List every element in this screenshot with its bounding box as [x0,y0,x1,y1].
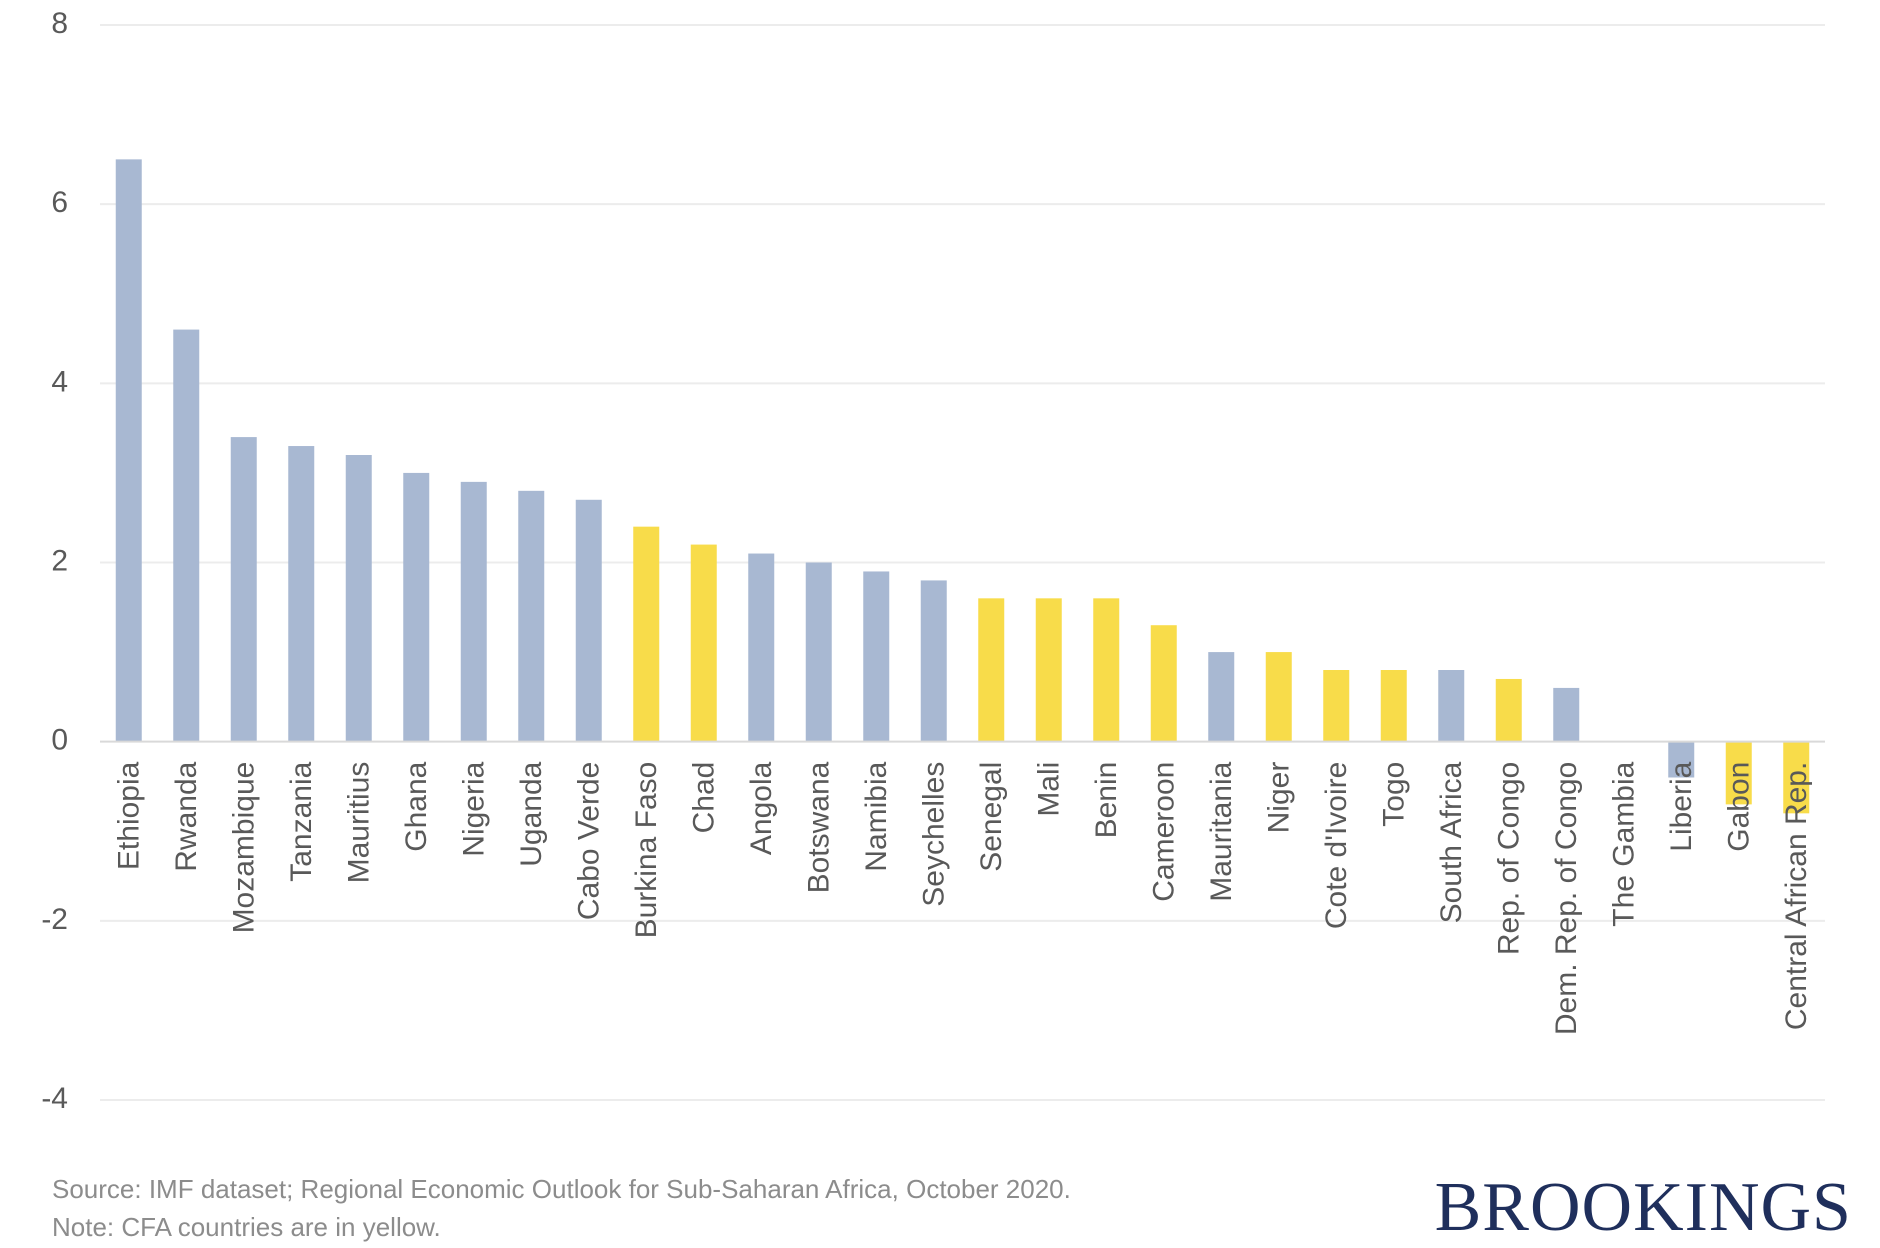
x-tick-label: Ethiopia [113,761,146,870]
bar [1093,598,1120,742]
x-tick-label: Benin [1090,762,1123,839]
brookings-logo: BROOKINGS [1434,1169,1852,1246]
x-tick-label: Seychelles [918,762,951,907]
x-tick-label: Tanzania [285,761,318,881]
bar [345,455,372,742]
bar [403,472,430,742]
bar [1380,670,1407,742]
y-tick-label: -4 [41,1082,68,1115]
x-tick-label: Central African Rep. [1780,762,1813,1030]
bar [1035,598,1062,742]
bar [1438,670,1465,742]
bar [805,562,832,742]
x-tick-label: Niger [1263,762,1296,834]
gridlines [100,24,1825,1101]
bar [1208,652,1235,742]
y-tick-label: 4 [51,365,68,398]
y-tick-label: 2 [51,544,68,577]
x-axis-labels: Ethiopia Rwanda Mozambique Tanzania Mauritiu… [113,761,1814,1035]
y-tick-label: 6 [51,186,68,219]
y-tick-label: 0 [51,724,68,757]
bars [115,159,1810,814]
bar [863,571,890,742]
x-tick-label: Mauritius [343,762,376,884]
y-axis-ticks: -4 -2 0 2 4 6 8 [41,7,68,1115]
bar [1783,741,1810,814]
x-tick-label: Gabon [1723,762,1756,852]
x-tick-label: Ghana [400,761,433,851]
x-tick-label: Rwanda [170,761,203,871]
cfa-note: Note: CFA countries are in yellow. [52,1212,441,1242]
y-tick-label: 8 [51,7,68,40]
bar [1323,670,1350,742]
x-tick-label: Mauritania [1205,761,1238,901]
bar [748,553,775,742]
x-tick-label: Liberia [1665,761,1698,851]
y-tick-label: -2 [41,903,68,936]
x-tick-label: Chad [688,762,721,834]
bar [518,490,545,742]
bar [115,159,142,742]
x-tick-label: The Gambia [1608,761,1641,926]
bar [230,437,257,742]
source-note: Source: IMF dataset; Regional Economic O… [52,1174,1071,1204]
bar [1553,687,1580,742]
x-tick-label: Rep. of Congo [1493,762,1526,955]
x-tick-label: Namibia [860,761,893,871]
bar [1265,652,1292,742]
x-tick-label: South Africa [1435,761,1468,923]
bar [1495,678,1522,742]
bar [460,481,487,742]
x-tick-label: Botswana [803,761,836,893]
x-tick-label: Dem. Rep. of Congo [1550,762,1583,1035]
footer: Source: IMF dataset; Regional Economic O… [52,1170,1071,1246]
bar [173,329,200,742]
bar [575,499,602,742]
x-tick-label: Nigeria [458,761,491,856]
x-tick-label: Mozambique [228,762,261,934]
x-tick-label: Togo [1378,762,1411,827]
x-tick-label: Uganda [515,761,548,866]
bar [690,544,717,742]
bar [288,446,315,742]
x-tick-label: Burkina Faso [630,762,663,939]
bar [978,598,1005,742]
x-tick-label: Cabo Verde [573,762,606,920]
x-tick-label: Cote d'Ivoire [1320,762,1353,929]
bar [1668,741,1695,778]
bar [633,526,660,742]
x-tick-label: Senegal [975,762,1008,872]
bar [1150,625,1177,742]
bar [1725,741,1752,805]
bar [920,580,947,742]
x-tick-label: Angola [745,761,778,855]
x-tick-label: Mali [1033,762,1066,817]
x-tick-label: Cameroon [1148,762,1181,902]
